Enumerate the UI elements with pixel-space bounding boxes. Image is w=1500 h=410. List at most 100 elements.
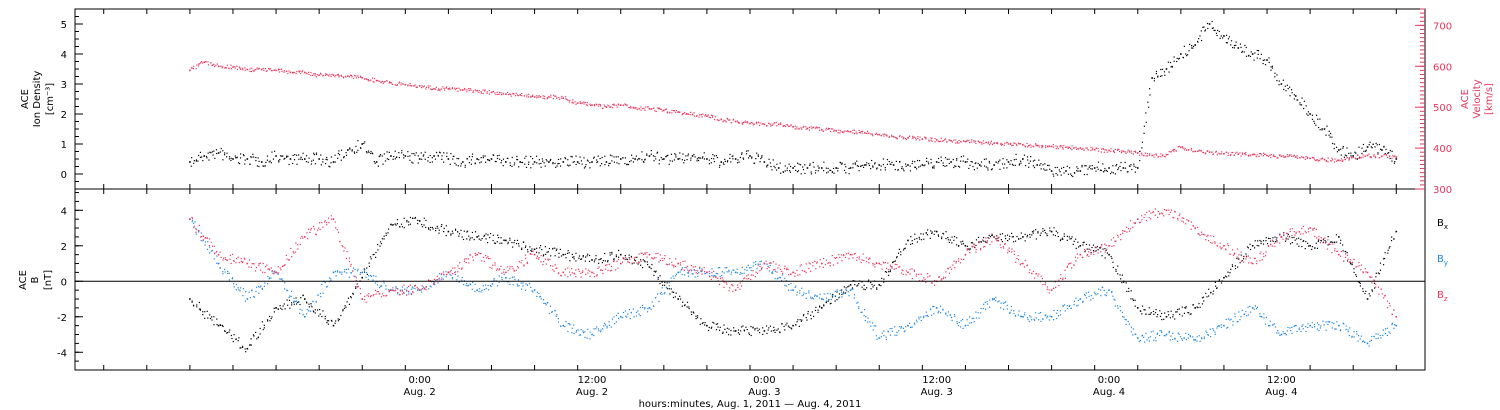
velocity-point [958, 142, 960, 144]
velocity-point [1103, 151, 1105, 153]
velocity-point [723, 119, 725, 121]
bz-point [213, 245, 215, 247]
velocity-point [1139, 150, 1141, 153]
velocity-point [938, 141, 940, 143]
ion-density-point [696, 160, 698, 162]
by-point [1111, 291, 1113, 294]
bx-point [920, 233, 922, 235]
ion-density-point [1232, 46, 1234, 49]
bx-point [509, 239, 511, 241]
ion-density-point [1350, 152, 1352, 154]
bz-point [589, 275, 591, 277]
bx-point [918, 236, 920, 238]
bx-point [1349, 263, 1352, 265]
velocity-point [1230, 153, 1232, 156]
velocity-point [586, 102, 588, 104]
velocity-point [195, 68, 197, 70]
ion-density-point [401, 152, 403, 154]
ion-density-point [388, 151, 390, 153]
by-point [487, 284, 489, 287]
bx-point [945, 231, 947, 233]
bx-point [229, 329, 231, 331]
bz-point [450, 269, 452, 272]
bx-point [463, 230, 465, 232]
ion-density-point [628, 160, 631, 163]
velocity-point [632, 107, 634, 109]
bx-point [432, 228, 434, 230]
bx-point [894, 260, 896, 262]
velocity-point [732, 119, 734, 121]
bx-point [803, 313, 805, 316]
ion-density-point [337, 152, 339, 155]
ion-density-point [1270, 66, 1272, 68]
bx-point [991, 234, 993, 237]
by-point [983, 303, 985, 305]
ion-density-point [573, 161, 575, 163]
bx-point [679, 298, 682, 300]
bx-point [1001, 233, 1004, 235]
bx-point [773, 326, 775, 329]
ion-density-point [674, 153, 676, 155]
bx-point [1393, 238, 1395, 240]
ion-density-point [730, 161, 732, 163]
velocity-point [833, 130, 835, 132]
velocity-point [1366, 154, 1369, 157]
bz-point [542, 263, 544, 266]
bx-point [799, 319, 801, 321]
bx-point [261, 321, 263, 323]
ion-density-point [1264, 64, 1267, 66]
velocity-point [737, 121, 739, 123]
velocity-point [814, 127, 816, 129]
velocity-point [673, 110, 675, 112]
velocity-point [191, 67, 193, 69]
ion-density-point [817, 165, 819, 167]
ion-density-point [484, 155, 486, 157]
ion-density-point [604, 155, 606, 157]
bx-point [1296, 238, 1298, 240]
ion-density-point [571, 156, 573, 158]
ion-density-point [1027, 159, 1029, 161]
bx-point [437, 227, 439, 229]
by-point [255, 286, 258, 288]
velocity-point [1330, 160, 1332, 162]
by-point [891, 327, 893, 330]
by-point [801, 287, 803, 289]
bx-point [702, 322, 704, 324]
by-point [1377, 333, 1379, 335]
bx-point [1175, 311, 1177, 313]
velocity-point [593, 105, 596, 107]
velocity-point [713, 118, 716, 121]
bx-point [1189, 313, 1191, 315]
by-point [392, 289, 394, 291]
by-point [1031, 319, 1033, 321]
bx-point [1125, 282, 1127, 284]
ion-density-point [1095, 170, 1097, 172]
bz-point [690, 264, 693, 267]
ion-density-point [646, 153, 648, 155]
velocity-point [653, 107, 655, 109]
ion-density-point [1085, 165, 1087, 167]
by-point [1325, 321, 1327, 323]
velocity-point [255, 68, 257, 71]
ion-density-point [729, 157, 731, 159]
ion-density-point [361, 143, 364, 145]
bx-point [314, 309, 316, 311]
velocity-point [752, 122, 754, 124]
by-point [498, 281, 500, 283]
by-point [933, 305, 935, 308]
bx-point [409, 216, 412, 219]
velocity-point [407, 85, 409, 87]
ion-density-point [332, 161, 335, 163]
velocity-point [220, 65, 222, 67]
ion-density-point [655, 158, 657, 160]
bx-point [1011, 232, 1013, 235]
ion-density-point [570, 155, 572, 158]
ion-density-point [544, 165, 546, 167]
velocity-point [1249, 154, 1251, 156]
by-point [268, 278, 270, 280]
ion-density-point [866, 162, 868, 164]
velocity-point [736, 120, 739, 122]
bz-point [692, 266, 694, 268]
ion-density-point [768, 158, 770, 160]
velocity-point [989, 142, 992, 144]
